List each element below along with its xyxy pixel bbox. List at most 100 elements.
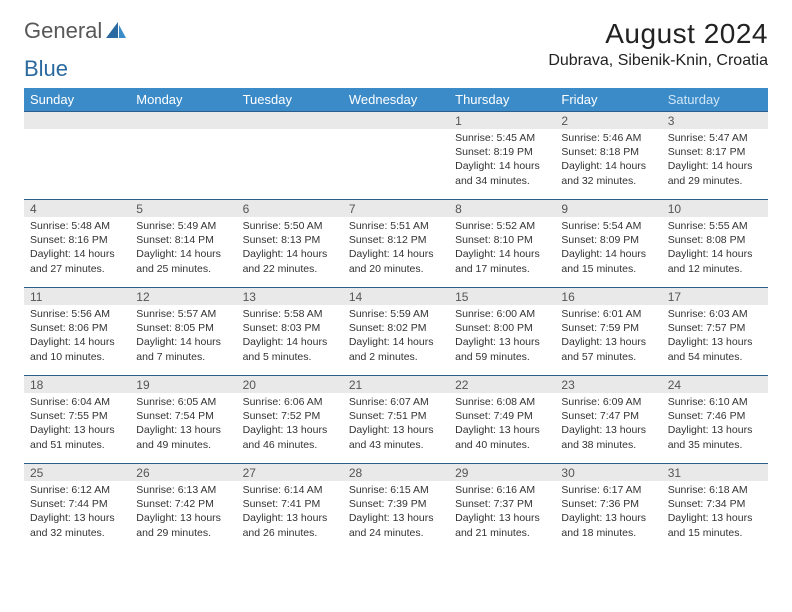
day-number: 28 xyxy=(343,464,449,481)
day-details: Sunrise: 6:12 AMSunset: 7:44 PMDaylight:… xyxy=(24,481,130,544)
day-line: Sunset: 8:03 PM xyxy=(243,321,337,335)
calendar-day-cell: 2Sunrise: 5:46 AMSunset: 8:18 PMDaylight… xyxy=(555,112,661,200)
day-line: Sunset: 7:41 PM xyxy=(243,497,337,511)
calendar-day-cell: 11Sunrise: 5:56 AMSunset: 8:06 PMDayligh… xyxy=(24,288,130,376)
day-line: Daylight: 13 hours xyxy=(243,511,337,525)
day-line: Sunrise: 6:15 AM xyxy=(349,483,443,497)
weekday-sunday: Sunday xyxy=(24,88,130,112)
day-line: Sunset: 8:09 PM xyxy=(561,233,655,247)
day-number: 7 xyxy=(343,200,449,217)
day-details: Sunrise: 6:05 AMSunset: 7:54 PMDaylight:… xyxy=(130,393,236,456)
day-line: Sunrise: 6:16 AM xyxy=(455,483,549,497)
day-details: Sunrise: 6:13 AMSunset: 7:42 PMDaylight:… xyxy=(130,481,236,544)
calendar-day-cell: 27Sunrise: 6:14 AMSunset: 7:41 PMDayligh… xyxy=(237,464,343,552)
day-line: Sunset: 7:54 PM xyxy=(136,409,230,423)
day-line: Sunrise: 5:49 AM xyxy=(136,219,230,233)
calendar-day-cell: 20Sunrise: 6:06 AMSunset: 7:52 PMDayligh… xyxy=(237,376,343,464)
day-line: Sunrise: 5:57 AM xyxy=(136,307,230,321)
day-number: 17 xyxy=(662,288,768,305)
day-line: Daylight: 14 hours xyxy=(349,247,443,261)
calendar-day-cell xyxy=(130,112,236,200)
day-line: and 35 minutes. xyxy=(668,438,762,452)
day-number: 26 xyxy=(130,464,236,481)
day-line: Sunset: 8:18 PM xyxy=(561,145,655,159)
day-details: Sunrise: 5:46 AMSunset: 8:18 PMDaylight:… xyxy=(555,129,661,192)
day-number: 30 xyxy=(555,464,661,481)
day-number: 9 xyxy=(555,200,661,217)
day-line: Sunrise: 6:08 AM xyxy=(455,395,549,409)
day-line: Sunrise: 5:55 AM xyxy=(668,219,762,233)
day-line: Sunrise: 6:05 AM xyxy=(136,395,230,409)
day-number: 15 xyxy=(449,288,555,305)
day-details: Sunrise: 5:58 AMSunset: 8:03 PMDaylight:… xyxy=(237,305,343,368)
day-line: Daylight: 14 hours xyxy=(668,159,762,173)
day-line: Daylight: 13 hours xyxy=(30,511,124,525)
day-number: 31 xyxy=(662,464,768,481)
day-details: Sunrise: 6:06 AMSunset: 7:52 PMDaylight:… xyxy=(237,393,343,456)
day-number: 5 xyxy=(130,200,236,217)
day-details: Sunrise: 6:03 AMSunset: 7:57 PMDaylight:… xyxy=(662,305,768,368)
day-line: Sunrise: 6:01 AM xyxy=(561,307,655,321)
day-line: and 15 minutes. xyxy=(561,262,655,276)
day-number: 25 xyxy=(24,464,130,481)
calendar-day-cell xyxy=(343,112,449,200)
day-details: Sunrise: 6:17 AMSunset: 7:36 PMDaylight:… xyxy=(555,481,661,544)
day-number xyxy=(24,112,130,129)
brand-general: General xyxy=(24,18,102,44)
day-line: Sunrise: 6:17 AM xyxy=(561,483,655,497)
day-number xyxy=(130,112,236,129)
calendar-day-cell: 13Sunrise: 5:58 AMSunset: 8:03 PMDayligh… xyxy=(237,288,343,376)
day-details: Sunrise: 5:54 AMSunset: 8:09 PMDaylight:… xyxy=(555,217,661,280)
calendar-table: Sunday Monday Tuesday Wednesday Thursday… xyxy=(24,88,768,552)
day-line: and 29 minutes. xyxy=(136,526,230,540)
calendar-day-cell: 26Sunrise: 6:13 AMSunset: 7:42 PMDayligh… xyxy=(130,464,236,552)
calendar-day-cell: 30Sunrise: 6:17 AMSunset: 7:36 PMDayligh… xyxy=(555,464,661,552)
day-line: and 54 minutes. xyxy=(668,350,762,364)
day-line: Sunrise: 5:46 AM xyxy=(561,131,655,145)
calendar-page: General August 2024 Dubrava, Sibenik-Kni… xyxy=(0,0,792,570)
day-line: and 38 minutes. xyxy=(561,438,655,452)
calendar-day-cell: 12Sunrise: 5:57 AMSunset: 8:05 PMDayligh… xyxy=(130,288,236,376)
day-line: Sunset: 7:36 PM xyxy=(561,497,655,511)
day-line: and 57 minutes. xyxy=(561,350,655,364)
day-line: Sunrise: 6:13 AM xyxy=(136,483,230,497)
day-line: Sunset: 7:42 PM xyxy=(136,497,230,511)
day-line: Daylight: 14 hours xyxy=(349,335,443,349)
day-details: Sunrise: 6:04 AMSunset: 7:55 PMDaylight:… xyxy=(24,393,130,456)
day-line: Sunset: 7:44 PM xyxy=(30,497,124,511)
day-line: Sunrise: 5:45 AM xyxy=(455,131,549,145)
calendar-day-cell: 9Sunrise: 5:54 AMSunset: 8:09 PMDaylight… xyxy=(555,200,661,288)
day-line: Daylight: 14 hours xyxy=(136,335,230,349)
day-line: Daylight: 13 hours xyxy=(30,423,124,437)
day-line: and 26 minutes. xyxy=(243,526,337,540)
day-line: Daylight: 14 hours xyxy=(243,247,337,261)
day-line: Sunset: 8:16 PM xyxy=(30,233,124,247)
day-line: Sunset: 7:34 PM xyxy=(668,497,762,511)
day-details: Sunrise: 5:55 AMSunset: 8:08 PMDaylight:… xyxy=(662,217,768,280)
day-line: Daylight: 13 hours xyxy=(668,511,762,525)
day-number: 8 xyxy=(449,200,555,217)
day-line: Daylight: 14 hours xyxy=(455,159,549,173)
sail-icon xyxy=(104,20,130,42)
day-line: Sunrise: 5:48 AM xyxy=(30,219,124,233)
brand-logo: General xyxy=(24,18,130,44)
day-line: Sunrise: 6:10 AM xyxy=(668,395,762,409)
day-line: Sunrise: 5:47 AM xyxy=(668,131,762,145)
day-details: Sunrise: 5:47 AMSunset: 8:17 PMDaylight:… xyxy=(662,129,768,192)
day-line: Sunset: 7:59 PM xyxy=(561,321,655,335)
day-details: Sunrise: 6:15 AMSunset: 7:39 PMDaylight:… xyxy=(343,481,449,544)
day-line: Sunset: 8:17 PM xyxy=(668,145,762,159)
day-line: and 59 minutes. xyxy=(455,350,549,364)
day-line: Daylight: 14 hours xyxy=(561,159,655,173)
day-line: Daylight: 13 hours xyxy=(561,511,655,525)
day-number: 22 xyxy=(449,376,555,393)
day-line: Sunset: 8:12 PM xyxy=(349,233,443,247)
calendar-day-cell: 24Sunrise: 6:10 AMSunset: 7:46 PMDayligh… xyxy=(662,376,768,464)
calendar-day-cell: 17Sunrise: 6:03 AMSunset: 7:57 PMDayligh… xyxy=(662,288,768,376)
location-label: Dubrava, Sibenik-Knin, Croatia xyxy=(548,52,768,70)
day-line: Sunrise: 6:00 AM xyxy=(455,307,549,321)
day-line: and 2 minutes. xyxy=(349,350,443,364)
day-line: Sunset: 7:55 PM xyxy=(30,409,124,423)
day-line: Sunrise: 5:56 AM xyxy=(30,307,124,321)
day-line: Sunrise: 5:54 AM xyxy=(561,219,655,233)
